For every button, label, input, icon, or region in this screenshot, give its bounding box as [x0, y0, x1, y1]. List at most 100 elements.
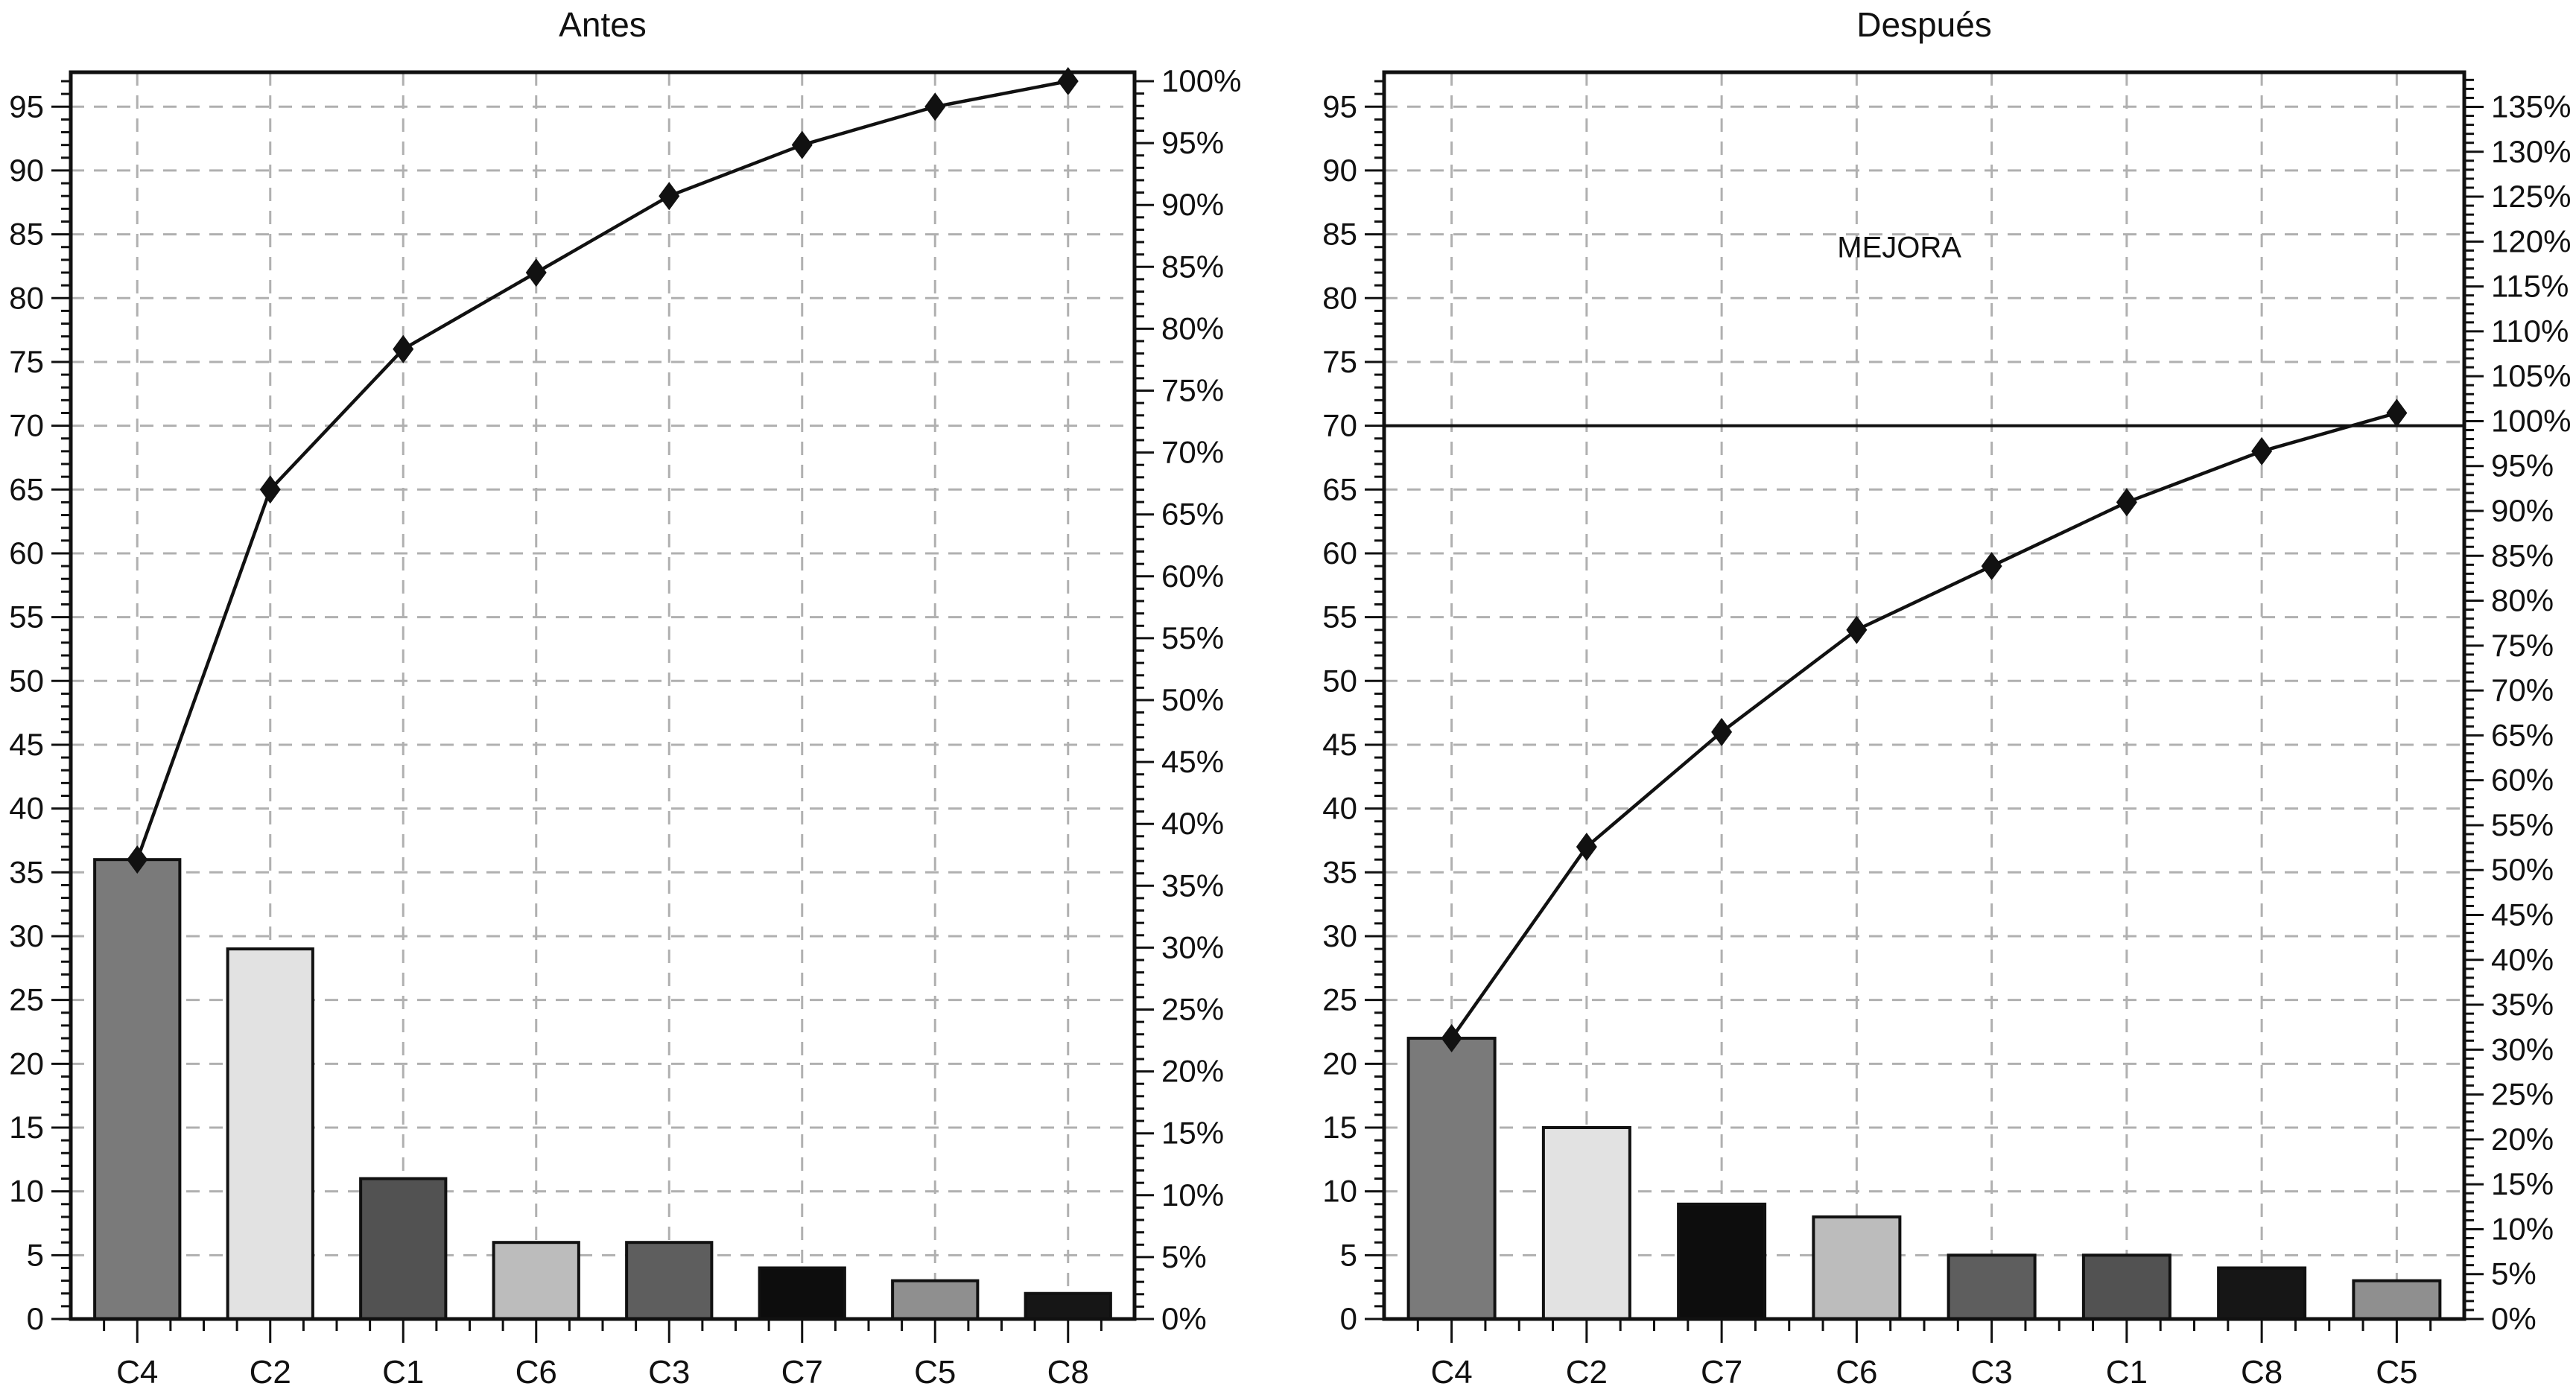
axis-ticks: [1365, 78, 2484, 1343]
right-axis-label: 55%: [2491, 807, 2554, 842]
bar-C6: [492, 1241, 580, 1321]
left-axis-label: 0: [1340, 1301, 1357, 1336]
category-label-C6: C6: [515, 1354, 557, 1389]
bar-C7: [1677, 1202, 1767, 1320]
right-axis-label: 85%: [1161, 249, 1224, 284]
left-axis-label: 20: [1322, 1046, 1357, 1081]
left-axis-label: 40: [9, 791, 44, 826]
right-axis-label: 0%: [1161, 1301, 1207, 1336]
cumulative-markers: [127, 66, 1079, 874]
bar-C4: [1406, 1037, 1497, 1321]
left-axis-label: 20: [9, 1046, 44, 1081]
bar-C1: [2081, 1253, 2171, 1321]
left-axis-label: 95: [1322, 89, 1357, 124]
right-axis-label: 10%: [2491, 1211, 2554, 1246]
diamond-marker: [791, 130, 813, 159]
left-axis-label: 55: [9, 600, 44, 635]
right-axis-label: 85%: [2491, 538, 2554, 573]
right-axis-label: 125%: [2491, 179, 2571, 214]
left-axis-label: 0: [27, 1301, 44, 1336]
diamond-marker: [1576, 833, 1597, 862]
diamond-marker: [1846, 615, 1868, 644]
right-axis-label: 130%: [2491, 134, 2571, 169]
right-axis-label: 10%: [1161, 1177, 1224, 1212]
right-axis-label: 5%: [2491, 1256, 2537, 1291]
bar-C3: [1947, 1253, 2037, 1321]
category-label-C3: C3: [1971, 1354, 2013, 1389]
right-axis-label: 50%: [2491, 852, 2554, 887]
diamond-marker: [1441, 1024, 1462, 1053]
left-axis-label: 10: [9, 1174, 44, 1209]
left-axis-label: 70: [1322, 408, 1357, 443]
diamond-marker: [2116, 488, 2137, 517]
category-label-C2: C2: [1566, 1354, 1608, 1389]
category-label-C1: C1: [2106, 1354, 2148, 1389]
category-label-C6: C6: [1836, 1354, 1877, 1389]
diamond-marker: [393, 334, 414, 363]
right-axis-label: 40%: [2491, 942, 2554, 977]
right-axis-label: 75%: [2491, 628, 2554, 663]
right-axis-label: 100%: [1161, 63, 1241, 98]
left-axis-label: 10: [1322, 1174, 1357, 1209]
axis-labels: 0 5 10 15 20 25 30 35 40 45 50 55 60 65 70 75 80 85 90 95 0%…: [1322, 89, 2571, 1389]
bar-C8: [2217, 1266, 2307, 1320]
left-axis-label: 55: [1322, 600, 1357, 635]
diamond-marker: [2386, 398, 2408, 427]
right-axis-label: 100%: [2491, 403, 2571, 438]
left-axis-label: 15: [9, 1110, 44, 1145]
left-axis-label: 50: [1322, 663, 1357, 698]
left-axis-label: 95: [9, 89, 44, 124]
category-label-C2: C2: [250, 1354, 291, 1389]
chart-title-antes: Antes: [559, 5, 647, 44]
diamond-marker: [525, 258, 547, 287]
category-label-C4: C4: [116, 1354, 158, 1389]
left-axis-label: 45: [1322, 727, 1357, 762]
left-axis-label: 5: [1340, 1237, 1357, 1272]
bar-C5: [2352, 1279, 2442, 1321]
annotation-mejora: MEJORA: [1837, 232, 1961, 264]
category-label-C1: C1: [382, 1354, 424, 1389]
right-axis-label: 60%: [1161, 559, 1224, 594]
right-axis-label: 15%: [2491, 1166, 2554, 1201]
right-axis-label: 15%: [1161, 1116, 1224, 1151]
pareto-chart-despues: 0 5 10 15 20 25 30 35 40 45 50 55 60 65 70 75 80 85 90 95 0%…: [1322, 70, 2571, 1389]
left-axis-label: 85: [1322, 217, 1357, 252]
right-axis-label: 45%: [2491, 897, 2554, 932]
left-axis-label: 30: [1322, 918, 1357, 953]
category-label-C7: C7: [1701, 1354, 1742, 1389]
right-axis-label: 105%: [2491, 358, 2571, 393]
bar-C2: [1541, 1125, 1631, 1321]
bar-C2: [226, 947, 314, 1320]
right-axis-label: 35%: [2491, 987, 2554, 1022]
right-axis-label: 95%: [2491, 448, 2554, 483]
left-axis-label: 15: [1322, 1110, 1357, 1145]
right-axis-label: 135%: [2491, 89, 2571, 124]
left-axis-label: 75: [1322, 344, 1357, 379]
right-axis-label: 0%: [2491, 1301, 2537, 1336]
right-axis-label: 20%: [1161, 1054, 1224, 1089]
right-axis-label: 65%: [1161, 497, 1224, 532]
right-axis-label: 35%: [1161, 868, 1224, 903]
axis-ticks: [51, 80, 1154, 1343]
diamond-marker: [924, 92, 946, 121]
bar-C8: [1024, 1291, 1112, 1320]
right-axis-label: 20%: [2491, 1122, 2554, 1157]
left-axis-label: 70: [9, 408, 44, 443]
bars: [93, 858, 1112, 1321]
category-label-C7: C7: [781, 1354, 823, 1389]
left-axis-label: 65: [1322, 471, 1357, 506]
left-axis-label: 80: [1322, 280, 1357, 315]
left-axis-label: 85: [9, 217, 44, 252]
cumulative-line: [1450, 411, 2397, 1040]
cumulative-line: [136, 79, 1069, 860]
left-axis-label: 45: [9, 727, 44, 762]
right-axis-label: 70%: [1161, 435, 1224, 470]
bar-C1: [359, 1177, 448, 1320]
diamond-marker: [1981, 552, 2002, 581]
axis-labels: 0 5 10 15 20 25 30 35 40 45 50 55 60 65 70 75 80 85 90 95 0%…: [9, 63, 1241, 1389]
left-axis-label: 40: [1322, 791, 1357, 826]
left-axis-label: 60: [1322, 535, 1357, 570]
right-axis-label: 95%: [1161, 125, 1224, 160]
right-axis-label: 60%: [2491, 763, 2554, 798]
diamond-marker: [659, 182, 680, 211]
